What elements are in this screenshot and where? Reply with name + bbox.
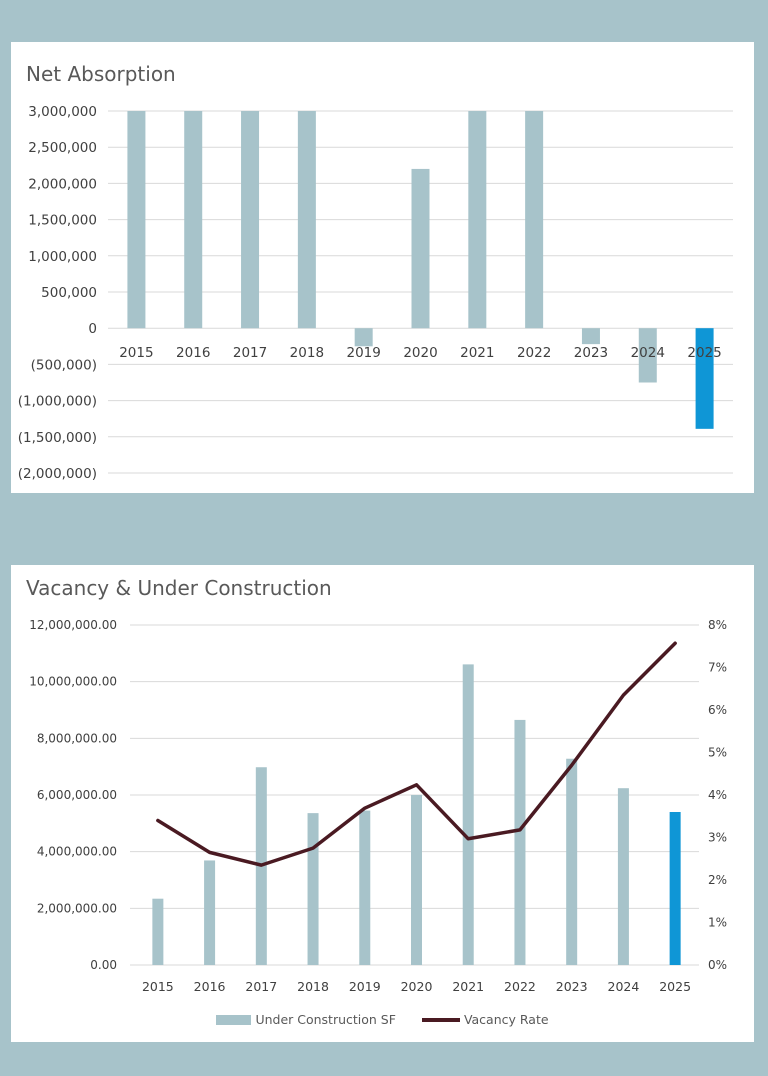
bar [468, 111, 486, 328]
bar [411, 795, 422, 965]
y-tick-label: 12,000,000.00 [29, 618, 117, 632]
bar [204, 860, 215, 965]
legend-swatch-bar [216, 1015, 251, 1025]
x-tick-label: 2018 [290, 345, 324, 361]
bar [308, 813, 319, 965]
x-tick-label: 2021 [452, 979, 484, 994]
x-tick-label: 2016 [176, 345, 210, 361]
y2-tick-label: 6% [708, 703, 727, 717]
y-tick-label: 0 [88, 321, 97, 337]
bar [618, 788, 629, 965]
legend-item-under-construction: Under Construction SF [216, 1012, 396, 1027]
y-tick-label: 3,000,000 [28, 104, 97, 120]
bar [298, 111, 316, 328]
x-tick-label: 2024 [631, 345, 665, 361]
bar [582, 328, 600, 344]
y2-tick-label: 3% [708, 831, 727, 845]
bar [566, 759, 577, 965]
y2-tick-label: 1% [708, 916, 727, 930]
x-tick-label: 2017 [245, 979, 277, 994]
y-tick-label: 1,500,000 [28, 213, 97, 229]
y-tick-label: 4,000,000.00 [37, 845, 117, 859]
bar [359, 811, 370, 965]
y2-tick-label: 0% [708, 958, 727, 972]
y2-tick-label: 5% [708, 746, 727, 760]
y-tick-label: 2,000,000.00 [37, 901, 117, 915]
bar [127, 111, 145, 328]
legend-swatch-line [422, 1018, 460, 1022]
x-tick-label: 2019 [347, 345, 381, 361]
y-tick-label: 2,000,000 [28, 176, 97, 192]
x-tick-label: 2022 [504, 979, 536, 994]
bar [355, 328, 373, 346]
y-tick-label: 6,000,000.00 [37, 788, 117, 802]
net-absorption-card: Net Absorption 3,000,000 2,500,000 2,000,0… [11, 42, 754, 493]
vacancy-chart: 0.00 2,000,000.00 4,000,000.00 6,000,000.00… [11, 565, 754, 1042]
x-tick-label: 2023 [556, 979, 588, 994]
x-tick-label: 2018 [297, 979, 329, 994]
x-tick-label: 2020 [401, 979, 433, 994]
legend: Under Construction SF Vacancy Rate [11, 1012, 754, 1027]
y-tick-label: 0.00 [90, 958, 117, 972]
bar [514, 720, 525, 965]
y-tick-label: (1,500,000) [18, 430, 97, 446]
y-tick-label: 8,000,000.00 [37, 731, 117, 745]
net-absorption-chart: 3,000,000 2,500,000 2,000,000 1,500,000 1,00… [11, 42, 754, 493]
y-tick-label: 2,500,000 [28, 140, 97, 156]
bar [670, 812, 681, 965]
y-tick-label: 10,000,000.00 [29, 675, 117, 689]
legend-label: Vacancy Rate [464, 1012, 549, 1027]
x-tick-label: 2021 [460, 345, 494, 361]
x-tick-label: 2017 [233, 345, 267, 361]
y-tick-label: 1,000,000 [28, 249, 97, 265]
bar [412, 169, 430, 328]
y2-tick-label: 4% [708, 788, 727, 802]
x-tick-label: 2019 [349, 979, 381, 994]
legend-item-vacancy-rate: Vacancy Rate [422, 1012, 549, 1027]
bar [152, 899, 163, 965]
y2-tick-label: 7% [708, 661, 727, 675]
bar [241, 111, 259, 328]
x-tick-label: 2016 [194, 979, 226, 994]
x-tick-label: 2022 [517, 345, 551, 361]
y2-tick-label: 8% [708, 618, 727, 632]
legend-label: Under Construction SF [255, 1012, 396, 1027]
y-tick-label: (500,000) [31, 357, 97, 373]
bar [525, 111, 543, 328]
x-tick-label: 2025 [687, 345, 721, 361]
bar [696, 328, 714, 429]
y-tick-label: (2,000,000) [18, 466, 97, 482]
x-tick-label: 2020 [403, 345, 437, 361]
x-tick-label: 2023 [574, 345, 608, 361]
y-tick-label: (1,000,000) [18, 394, 97, 410]
bar [463, 664, 474, 965]
x-tick-label: 2015 [142, 979, 174, 994]
x-tick-label: 2015 [119, 345, 153, 361]
bar [184, 111, 202, 328]
x-tick-label: 2025 [659, 979, 691, 994]
y2-tick-label: 2% [708, 873, 727, 887]
vacancy-card: Vacancy & Under Construction 0.00 2,000,0… [11, 565, 754, 1042]
x-tick-label: 2024 [608, 979, 640, 994]
y-tick-label: 500,000 [41, 285, 97, 301]
